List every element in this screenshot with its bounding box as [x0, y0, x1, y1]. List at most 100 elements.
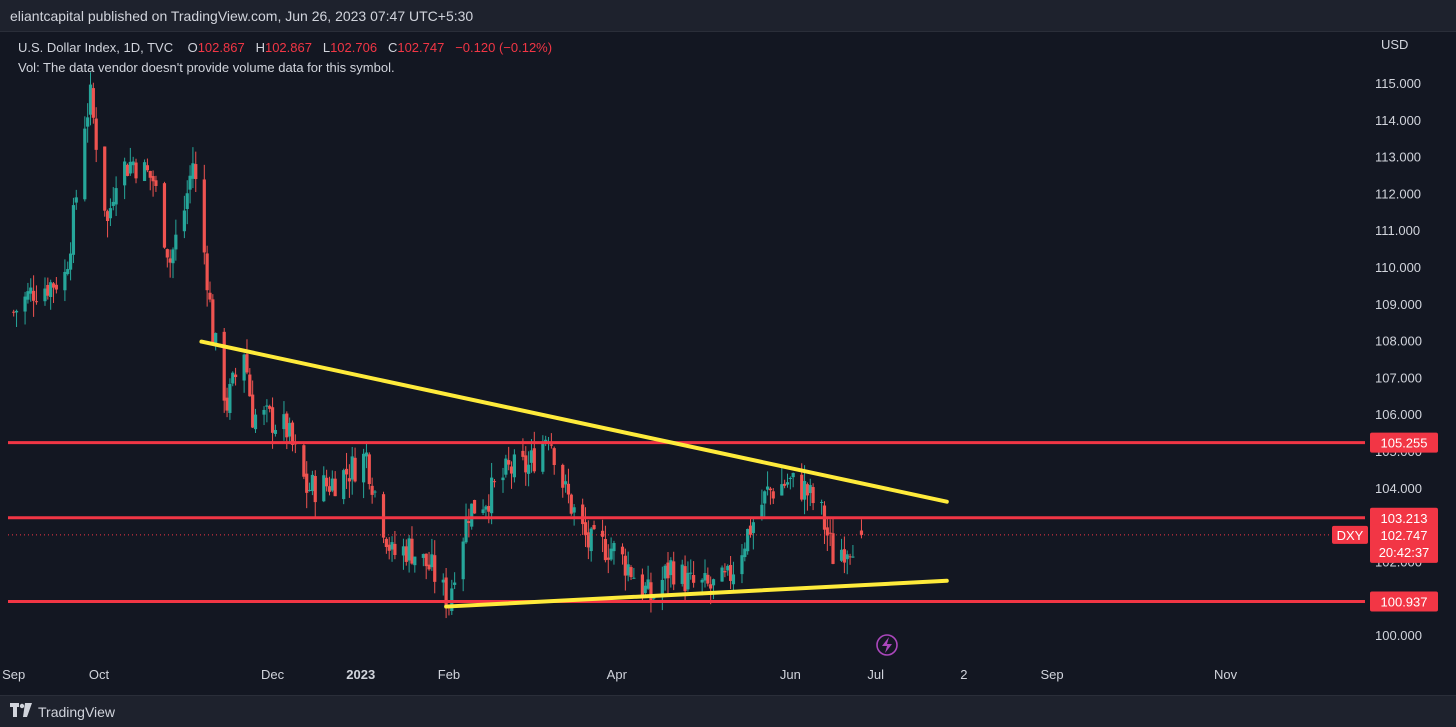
candle-body — [490, 477, 494, 514]
candle-body — [620, 546, 625, 555]
candle-body — [330, 478, 334, 491]
candle-body — [74, 197, 78, 203]
volume-note: Vol: The data vendor doesn't provide vol… — [18, 60, 395, 75]
candle-body — [131, 161, 135, 166]
candle-body — [549, 444, 553, 446]
candle-body — [182, 210, 186, 232]
candle-body — [765, 486, 770, 490]
candle-body — [313, 475, 317, 503]
x-tick-label: Sep — [2, 667, 25, 682]
candle-body — [848, 556, 852, 558]
candle-body — [245, 354, 249, 373]
candle-body — [404, 546, 408, 562]
candle-body — [532, 448, 536, 472]
trendline — [444, 578, 949, 609]
open-value: 102.867 — [197, 40, 245, 55]
candle-body — [262, 409, 266, 415]
candle-body — [723, 571, 727, 573]
candle-body — [453, 582, 457, 585]
flash-icon[interactable] — [876, 634, 898, 656]
candlestick-chart: 100.000101.000102.000103.000104.000105.0… — [2, 72, 1438, 682]
candle-body — [581, 504, 585, 525]
candle-body — [14, 310, 19, 313]
candle-body — [51, 283, 56, 288]
candle-body — [692, 575, 696, 583]
candle-body — [492, 481, 497, 483]
candle-body — [586, 532, 590, 548]
candle-body — [191, 163, 195, 179]
candle-body — [800, 474, 804, 500]
candle-body — [430, 554, 434, 568]
candle-body — [410, 538, 414, 564]
candle-body — [273, 429, 278, 434]
published-text: eliantcapital published on TradingView.c… — [10, 8, 474, 24]
candle-body — [433, 555, 437, 582]
candle-body — [111, 201, 115, 206]
candle-body — [327, 486, 332, 492]
candle-body — [711, 579, 716, 586]
candle-body — [270, 407, 275, 433]
candle-body — [353, 457, 357, 482]
candle-body — [583, 522, 588, 536]
candle-body — [820, 501, 824, 503]
candle-body — [333, 478, 337, 497]
candle-body — [763, 491, 767, 504]
high-value: 102.867 — [264, 40, 312, 55]
candle-body — [791, 472, 795, 478]
x-tick-label: Dec — [261, 667, 285, 682]
current-price-label: 102.747 — [1381, 528, 1428, 543]
candle-body — [649, 582, 653, 602]
candle-body — [108, 208, 113, 219]
candle-body — [572, 507, 576, 513]
candle-body — [603, 538, 608, 561]
candle-body — [32, 290, 36, 301]
high-label: H — [255, 40, 265, 55]
candle-body — [231, 372, 235, 384]
tradingview-brand[interactable]: TradingView — [10, 703, 115, 721]
level-price-tag — [1370, 507, 1438, 528]
y-tick-label: 109.000 — [1375, 297, 1422, 312]
candle-body — [49, 282, 53, 297]
candle-body — [188, 175, 192, 190]
candle-body — [43, 288, 47, 302]
y-tick-label: 106.000 — [1375, 407, 1422, 422]
candle-body — [421, 554, 425, 558]
candle-body — [660, 579, 664, 598]
candle-body — [663, 565, 667, 579]
candle-body — [253, 414, 258, 430]
candle-body — [34, 301, 39, 303]
level-price-tag — [1370, 591, 1438, 612]
candle-body — [629, 567, 633, 578]
candle-body — [783, 483, 787, 486]
trendline — [199, 339, 949, 504]
candle-body — [390, 542, 394, 550]
candle-body — [123, 161, 127, 186]
candle-body — [771, 491, 775, 499]
x-tick-label: 2023 — [346, 667, 375, 682]
candle-body — [103, 146, 107, 211]
candle-body — [162, 183, 167, 248]
y-tick-label: 114.000 — [1375, 113, 1421, 128]
candle-body — [461, 541, 465, 580]
low-label: L — [322, 40, 331, 55]
candle-body — [441, 579, 445, 583]
candle-body — [114, 188, 118, 205]
candle-body — [322, 475, 326, 502]
candle-body — [285, 413, 289, 438]
low-value: 102.706 — [330, 40, 378, 55]
x-tick-label: Nov — [1214, 667, 1238, 682]
candle-body — [612, 543, 616, 552]
candle-body — [88, 84, 93, 115]
candle-body — [501, 477, 505, 481]
candle-body — [808, 485, 812, 494]
candle-body — [529, 450, 534, 463]
candle-body — [29, 287, 33, 294]
candle-body — [68, 253, 73, 270]
candle-body — [743, 548, 747, 558]
candle-body — [393, 543, 397, 555]
candle-body — [609, 548, 613, 560]
candle-body — [600, 530, 605, 537]
candle-body — [811, 487, 815, 504]
chart-area[interactable]: 100.000101.000102.000103.000104.000105.0… — [0, 31, 1456, 695]
symbol-tag — [1332, 525, 1368, 544]
